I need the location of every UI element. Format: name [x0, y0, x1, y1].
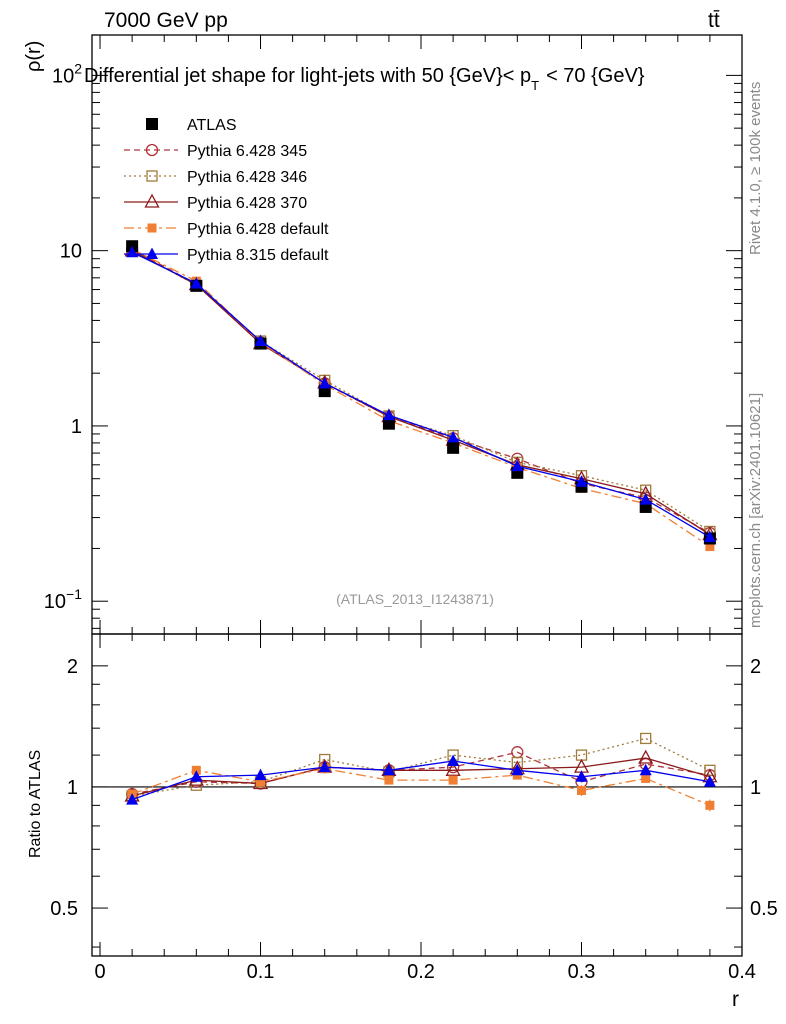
x-tick-label: 0.3 [568, 961, 596, 983]
axis-ticks: 0 0.1 0.2 0.3 0.4 102 10 1 10−1 0.5 0.5 1 1 2 2 [44, 35, 778, 983]
ratio-point-pythia-8-315-default [703, 775, 716, 787]
analysis-label: (ATLAS_2013_I1243871) [336, 591, 494, 607]
legend-marker [146, 170, 158, 182]
ratio-tick-label-right: 2 [750, 656, 761, 678]
point-pythia-8-315-default [639, 493, 652, 505]
ratio-point-pythia-6-428-default [256, 777, 266, 787]
plot-title: Differential jet shape for light-jets wi… [84, 65, 645, 93]
point-atlas [382, 417, 395, 430]
ratio-point-pythia-8-315-default [254, 768, 267, 781]
ratio-point-pythia-8-315-default [575, 770, 588, 782]
main-series-group [124, 240, 718, 552]
ratio-point-pythia-8-315-default [190, 770, 203, 782]
legend-marker [147, 223, 157, 233]
series-line-pythia-8-315-default [131, 251, 711, 538]
ratio-point-pythia-8-315-default [382, 763, 395, 776]
ratio-point-pythia-6-428-346 [575, 749, 588, 761]
ratio-line-pythia-6-428-default [131, 768, 711, 806]
ratio-y-axis-label: Ratio to ATLAS [27, 750, 44, 858]
ratio-point-pythia-8-315-default [318, 760, 331, 773]
ratio-point-pythia-6-428-default [705, 800, 715, 810]
series-line-pythia-6-428-345 [131, 248, 711, 534]
title-subscript: T [531, 78, 539, 93]
series-line-pythia-6-428-346 [131, 249, 711, 533]
ratio-line-pythia-8-315-default [131, 760, 711, 801]
series-line-pythia-6-428-default [131, 248, 711, 548]
ratio-point-pythia-6-428-default [384, 775, 394, 785]
ratio-point-pythia-8-315-default [511, 763, 524, 776]
point-pythia-8-315-default [703, 530, 716, 543]
legend-label: Pythia 6.428 370 [187, 195, 307, 212]
legend-marker [145, 143, 159, 157]
point-pythia-8-315-default [190, 276, 203, 289]
ratio-point-pythia-8-315-default [639, 763, 652, 776]
y-tick-label: 102 [52, 60, 82, 87]
rivet-label: Rivet 4.1.0, ≥ 100k events [747, 82, 764, 255]
ratio-tick-label-right: 1 [750, 777, 761, 799]
legend-label: Pythia 6.428 default [187, 221, 329, 238]
ratio-point-pythia-6-428-370 [638, 749, 654, 764]
x-tick-label: 0.2 [407, 961, 435, 983]
point-atlas [447, 441, 460, 454]
point-pythia-8-315-default [575, 475, 588, 487]
point-pythia-8-315-default [511, 459, 524, 472]
x-tick-label: 0 [94, 961, 105, 983]
point-pythia-8-315-default [382, 408, 395, 421]
point-pythia-8-315-default [318, 376, 331, 389]
ratio-point-pythia-6-428-default [577, 785, 587, 795]
x-axis-label: r [732, 988, 739, 1011]
series-line-pythia-6-428-370 [131, 250, 711, 536]
ratio-plot-frame [91, 633, 743, 957]
mcplots-label: mcplots.cern.ch [arXiv:2401.10621] [747, 393, 764, 628]
ratio-point-pythia-6-428-370 [445, 761, 461, 776]
legend-label: Pythia 6.428 345 [187, 143, 307, 160]
legend-marker [146, 247, 158, 259]
legend: ATLAS Pythia 6.428 345 Pythia 6.428 346 Pyt… [124, 117, 329, 264]
ratio-tick-label-right: 0.5 [750, 898, 778, 920]
point-pythia-6-428-default [705, 542, 715, 552]
ratio-line-pythia-6-428-346 [132, 737, 711, 797]
y-tick-label: 10 [60, 241, 82, 263]
ratio-tick-label: 2 [67, 656, 78, 678]
x-tick-label: 0.1 [247, 961, 275, 983]
ratio-point-pythia-6-428-default [641, 773, 651, 783]
legend-label: ATLAS [187, 117, 237, 134]
main-y-axis-label: ρ(r) [23, 41, 45, 72]
ratio-point-pythia-8-315-default [126, 793, 139, 805]
title-tail: < 70 {GeV} [546, 65, 645, 87]
energy-label: 7000 GeV pp [104, 9, 228, 32]
ratio-point-pythia-6-428-346 [640, 732, 652, 745]
process-label: tt̄ [708, 9, 720, 32]
legend-marker [146, 118, 158, 130]
legend-label: Pythia 8.315 default [187, 247, 329, 264]
ratio-line-pythia-6-428-370 [131, 757, 711, 797]
ratio-series-group [124, 732, 718, 812]
legend-marker [144, 193, 160, 208]
legend-label: Pythia 6.428 346 [187, 169, 307, 186]
point-pythia-8-315-default [254, 334, 267, 347]
y-tick-label: 1 [71, 416, 82, 438]
y-tick-label: 10−1 [44, 586, 82, 613]
ratio-point-pythia-6-428-default [448, 775, 458, 785]
point-pythia-8-315-default [447, 430, 460, 443]
ratio-tick-label: 0.5 [50, 898, 78, 920]
ratio-point-pythia-8-315-default [447, 754, 460, 767]
ratio-tick-label: 1 [67, 777, 78, 799]
x-tick-label: 0.4 [728, 961, 756, 983]
